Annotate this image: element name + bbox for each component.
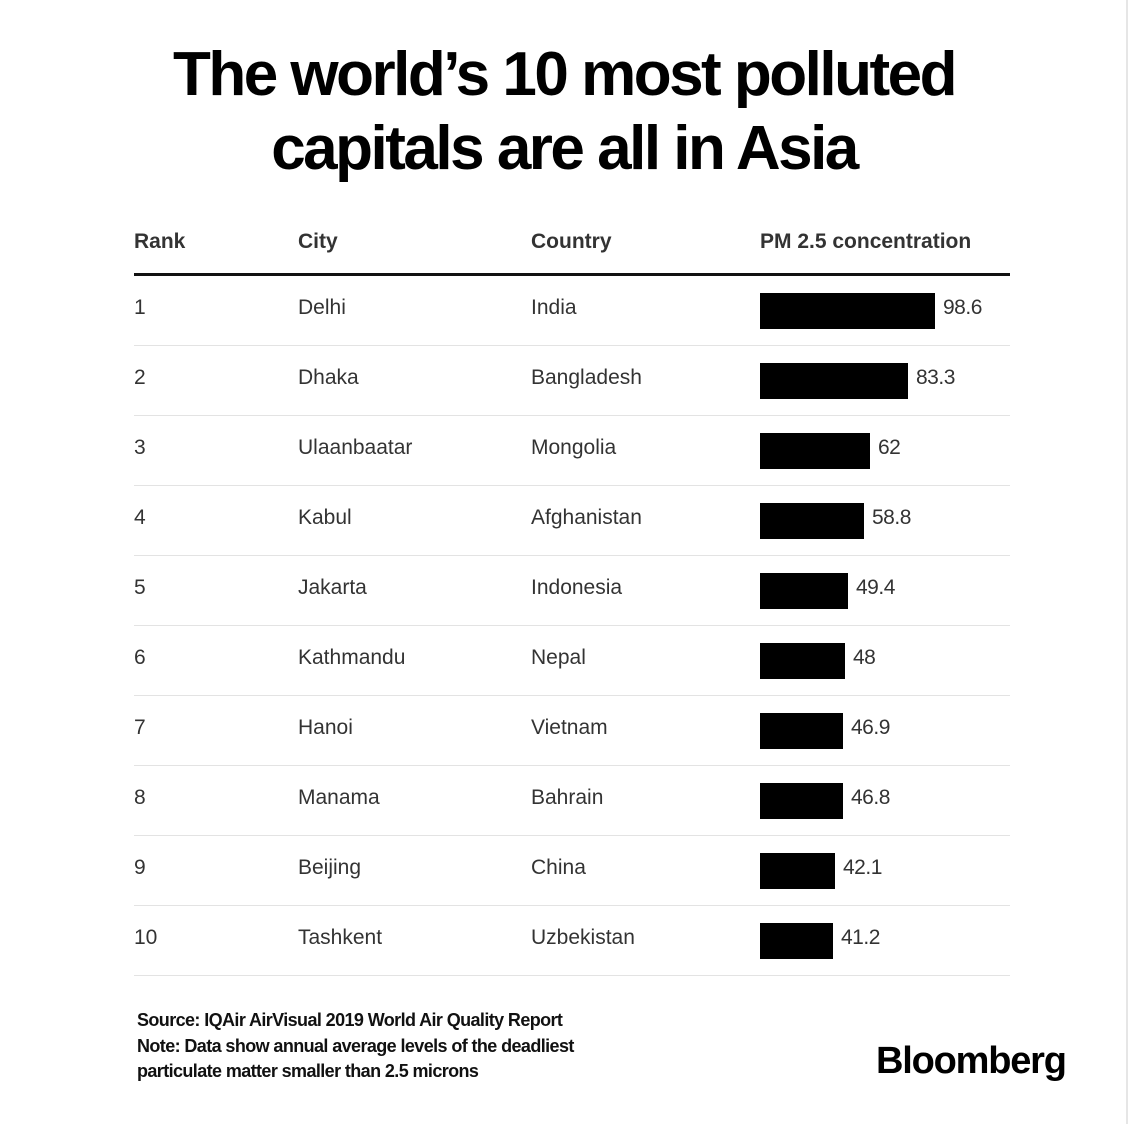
rank-cell: 8 [134, 786, 146, 809]
city-cell: Ulaanbaatar [298, 436, 413, 459]
rank-cell: 9 [134, 856, 146, 879]
pm25-bar [760, 573, 848, 609]
table-header: Rank City Country PM 2.5 concentration [134, 220, 1010, 276]
table-row: 5 Jakarta Indonesia 49.4 [134, 556, 1010, 626]
table-row: 4 Kabul Afghanistan 58.8 [134, 486, 1010, 556]
city-cell: Delhi [298, 296, 346, 319]
chart-title: The world’s 10 most polluted capitals ar… [0, 38, 1128, 186]
page-edge [1126, 0, 1128, 1124]
country-cell: Bangladesh [531, 366, 642, 389]
table-row: 10 Tashkent Uzbekistan 41.2 [134, 906, 1010, 976]
city-cell: Beijing [298, 856, 362, 879]
country-cell: Mongolia [531, 436, 617, 459]
pm25-bar [760, 433, 870, 469]
rank-cell: 3 [134, 436, 146, 459]
table-row: 9 Beijing China 42.1 [134, 836, 1010, 906]
city-cell: Kathmandu [298, 646, 406, 669]
rank-cell: 5 [134, 576, 146, 599]
rank-cell: 10 [134, 926, 158, 949]
header-country: Country [531, 230, 612, 253]
header-city: City [298, 230, 338, 253]
country-cell: India [531, 296, 577, 319]
source-note: Source: IQAir AirVisual 2019 World Air Q… [137, 1010, 563, 1030]
data-note-line-2: particulate matter smaller than 2.5 micr… [137, 1061, 479, 1081]
table-row: 3 Ulaanbaatar Mongolia 62 [134, 416, 1010, 486]
country-cell: Bahrain [531, 786, 604, 809]
table-row: 2 Dhaka Bangladesh 83.3 [134, 346, 1010, 416]
table-row: 8 Manama Bahrain 46.8 [134, 766, 1010, 836]
pm25-bar [760, 923, 833, 959]
country-cell: Indonesia [531, 576, 623, 599]
pm25-bar [760, 713, 843, 749]
pm25-value-label: 49.4 [856, 576, 895, 599]
pollution-table: Rank City Country PM 2.5 concentration 1… [134, 220, 1010, 976]
pm25-bar [760, 363, 908, 399]
rank-cell: 7 [134, 716, 146, 739]
pm25-bar [760, 293, 935, 329]
pm25-bar [760, 853, 835, 889]
pm25-bar [760, 643, 845, 679]
data-note-line-1: Note: Data show annual average levels of… [137, 1035, 574, 1056]
country-cell: Afghanistan [531, 506, 642, 529]
table-body: 1 Delhi India 98.6 2 Dhaka Bangladesh 83.3 3 Ulaa… [134, 276, 1010, 976]
pm25-value-label: 83.3 [916, 366, 955, 389]
rank-cell: 1 [134, 296, 146, 319]
country-cell: Nepal [531, 646, 586, 669]
pm25-bar [760, 783, 843, 819]
title-line-2: capitals are all in Asia [271, 114, 859, 183]
bloomberg-logo: Bloomberg [876, 1040, 1067, 1082]
pm25-value-label: 41.2 [841, 926, 880, 949]
header-pm25: PM 2.5 concentration [760, 230, 972, 253]
rank-cell: 4 [134, 506, 146, 529]
city-cell: Hanoi [298, 716, 353, 739]
title-line-1: The world’s 10 most polluted [172, 40, 958, 109]
city-cell: Tashkent [298, 926, 383, 949]
city-cell: Manama [298, 786, 380, 809]
rank-cell: 6 [134, 646, 146, 669]
pm25-bar [760, 503, 864, 539]
table-row: 6 Kathmandu Nepal 48 [134, 626, 1010, 696]
city-cell: Kabul [298, 506, 352, 529]
table-row: 1 Delhi India 98.6 [134, 276, 1010, 346]
pm25-value-label: 46.8 [851, 786, 890, 809]
header-rank: Rank [134, 230, 186, 253]
pm25-value-label: 46.9 [851, 716, 890, 739]
pm25-value-label: 98.6 [943, 296, 982, 319]
pm25-value-label: 42.1 [843, 856, 882, 879]
pm25-value-label: 58.8 [872, 506, 911, 529]
pm25-value-label: 62 [878, 436, 901, 459]
footer-notes: Source: IQAir AirVisual 2019 World Air Q… [137, 1008, 574, 1085]
city-cell: Dhaka [298, 366, 359, 389]
pm25-value-label: 48 [853, 646, 876, 669]
table-row: 7 Hanoi Vietnam 46.9 [134, 696, 1010, 766]
country-cell: China [531, 856, 586, 879]
country-cell: Uzbekistan [531, 926, 635, 949]
country-cell: Vietnam [531, 716, 608, 739]
city-cell: Jakarta [298, 576, 367, 599]
rank-cell: 2 [134, 366, 146, 389]
